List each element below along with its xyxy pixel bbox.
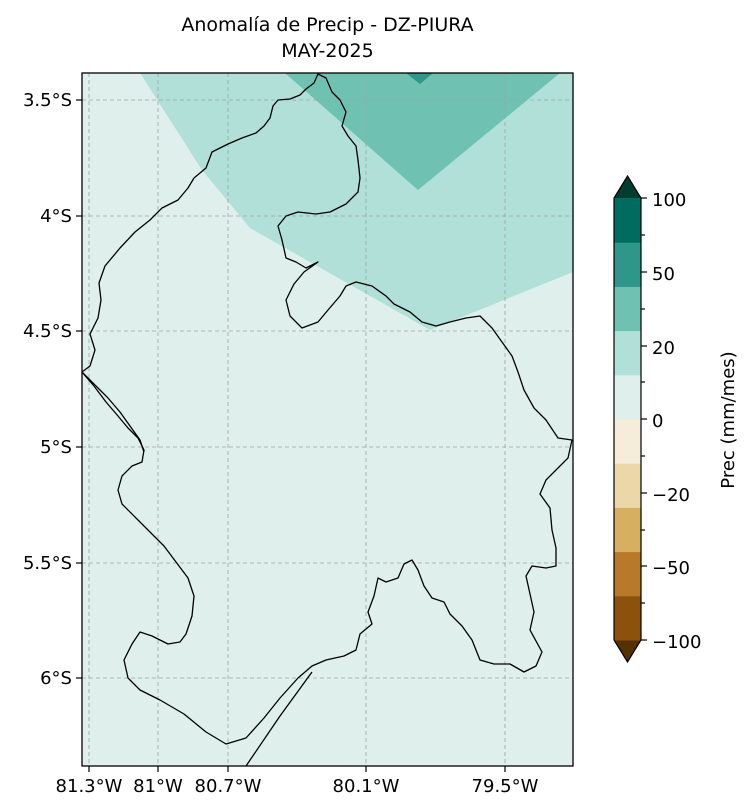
title-line-1: Anomalía de Precip - DZ-PIURA bbox=[181, 14, 474, 36]
colorbar-extend-min bbox=[614, 640, 641, 662]
lon-tick-label: 81.3°W bbox=[56, 776, 123, 797]
colorbar-tick-labels: 100 50 20 0 −20 −50 −100 bbox=[652, 190, 701, 653]
colorbar-tick-label: −100 bbox=[652, 632, 701, 653]
title-line-2: MAY-2025 bbox=[281, 40, 374, 62]
colorbar-segment bbox=[614, 463, 641, 508]
colorbar-segment bbox=[614, 551, 641, 597]
lat-tick-label: 5°S bbox=[40, 437, 72, 458]
lat-tick-labels: 3.5°S 4°S 4.5°S 5°S 5.5°S 6°S bbox=[23, 90, 72, 689]
colorbar-segment bbox=[614, 595, 641, 641]
colorbar-segment bbox=[614, 286, 641, 332]
lat-tick-label: 6°S bbox=[40, 668, 72, 689]
lon-axis bbox=[88, 766, 506, 772]
colorbar-segment bbox=[614, 374, 641, 420]
colorbar-segments bbox=[613, 174, 642, 664]
colorbar-tick-label: 20 bbox=[652, 338, 675, 359]
colorbar-label: Prec (mm/mes) bbox=[718, 351, 739, 488]
colorbar: 100 50 20 0 −20 −50 −100 Prec (mm/mes) bbox=[613, 174, 739, 664]
lon-tick-label: 81°W bbox=[133, 776, 183, 797]
map-frame bbox=[81, 72, 574, 767]
lon-tick-labels: 81.3°W 81°W 80.7°W 80.1°W 79.5°W bbox=[56, 776, 539, 797]
lat-tick-label: 3.5°S bbox=[23, 90, 72, 111]
colorbar-extend-max bbox=[614, 176, 641, 198]
lat-axis bbox=[76, 99, 82, 679]
lat-tick-label: 4.5°S bbox=[23, 321, 72, 342]
lat-tick-label: 4°S bbox=[40, 206, 72, 227]
gridlines bbox=[82, 73, 573, 766]
colorbar-segment bbox=[614, 198, 641, 243]
colorbar-segment bbox=[614, 507, 641, 553]
lon-tick-label: 80.1°W bbox=[333, 776, 400, 797]
colorbar-tick-label: −20 bbox=[652, 485, 690, 506]
lon-tick-label: 80.7°W bbox=[195, 776, 262, 797]
colorbar-segment bbox=[614, 242, 641, 287]
lon-tick-label: 79.5°W bbox=[472, 776, 539, 797]
anomaly-field bbox=[82, 73, 573, 766]
colorbar-tick-label: 100 bbox=[652, 190, 686, 211]
lat-tick-label: 5.5°S bbox=[23, 553, 72, 574]
region-boundary bbox=[82, 73, 573, 766]
colorbar-segment bbox=[614, 419, 641, 464]
colorbar-segment bbox=[614, 330, 641, 376]
colorbar-tick-label: 50 bbox=[652, 264, 675, 285]
colorbar-ticks bbox=[641, 197, 647, 641]
anomaly-band-30-40 bbox=[285, 73, 560, 190]
anomaly-band-40-50 bbox=[406, 73, 433, 84]
map-title: Anomalía de Precip - DZ-PIURA MAY-2025 bbox=[0, 12, 655, 64]
colorbar-tick-label: 0 bbox=[652, 411, 663, 432]
colorbar-tick-label: −50 bbox=[652, 558, 690, 579]
